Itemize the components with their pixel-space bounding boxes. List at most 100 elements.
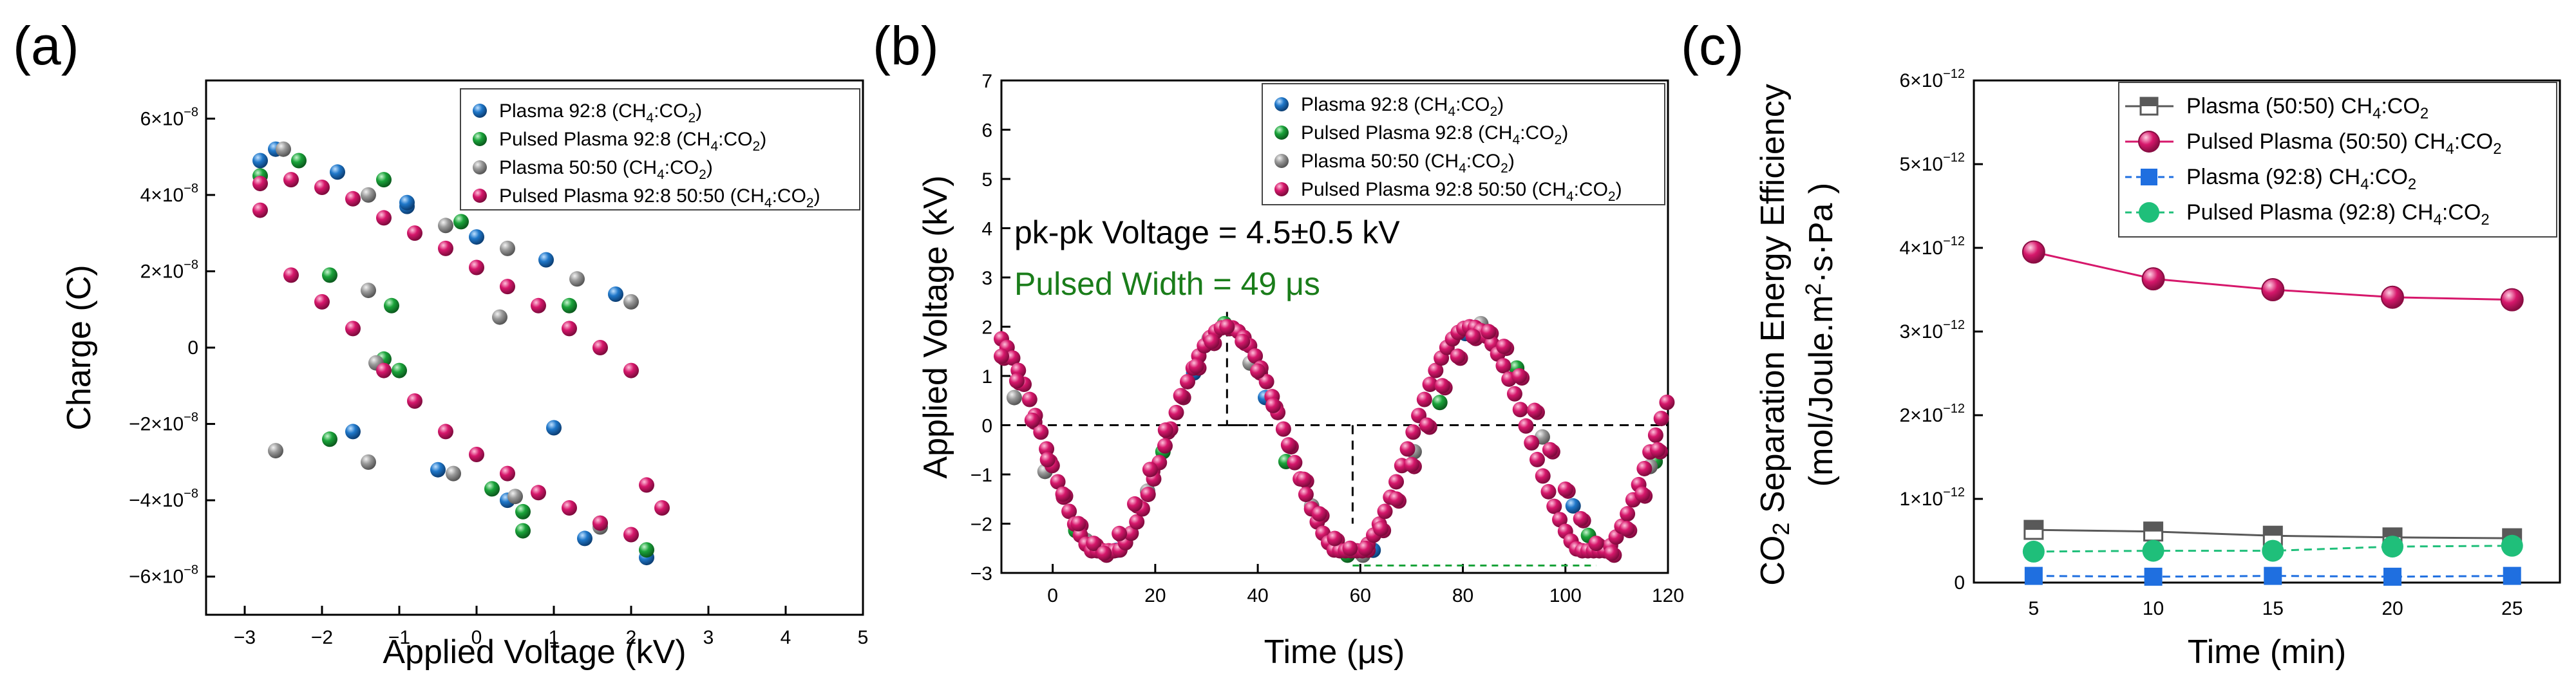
- scatter-point: [1173, 388, 1189, 404]
- y-tick-label: 4×10−12: [1899, 234, 1965, 259]
- scatter-point: [538, 252, 554, 268]
- scatter-point: [569, 271, 585, 287]
- scatter-point: [1219, 319, 1235, 335]
- scatter-point: [283, 172, 299, 188]
- y-tick-label: 4: [981, 219, 992, 240]
- panel-a-y-ticks: −6×10−8 −4×10−8 −2×10−8 0 2×10−8 4×10−8 6×10−8: [129, 105, 215, 588]
- line-marker: [2022, 540, 2045, 563]
- scatter-point: [1634, 486, 1651, 502]
- scatter-point: [446, 465, 461, 482]
- panel-c-y-axis-title-line1: CO2 Separation Energy Efficiency: [1754, 84, 1794, 585]
- scatter-point: [623, 294, 639, 310]
- line-marker: [2144, 567, 2163, 586]
- x-tick-label: 1: [549, 627, 560, 648]
- scatter-point: [1129, 514, 1145, 530]
- panel-a-x-ticks: −3 −2 −1 0 1 2 3 4 5: [234, 606, 868, 648]
- line-marker-fill: [2144, 522, 2163, 532]
- scatter-point: [994, 348, 1009, 364]
- scatter-point: [546, 420, 562, 436]
- scatter-point: [283, 267, 299, 283]
- scatter-point: [507, 489, 523, 505]
- scatter-point: [1527, 402, 1542, 418]
- legend-label: Pulsed Plasma 92:8 (CH4:CO2): [1301, 122, 1568, 147]
- scatter-point: [1405, 424, 1421, 440]
- y-tick-label: 2: [981, 317, 992, 339]
- legend-label: Pulsed Plasma 92:8 (CH4:CO2): [499, 129, 766, 154]
- scatter-point: [438, 240, 453, 256]
- scatter-point: [577, 530, 592, 547]
- scatter-point: [1157, 438, 1173, 454]
- line-marker: [2264, 566, 2282, 585]
- panel-b-legend-box: [1262, 83, 1665, 205]
- y-tick-label: 6: [981, 120, 992, 142]
- scatter-point: [1573, 510, 1589, 527]
- scatter-point: [1006, 389, 1022, 406]
- x-tick-label: 100: [1549, 585, 1582, 606]
- line-marker: [2382, 536, 2403, 558]
- line-marker: [2139, 202, 2159, 223]
- line-marker: [2022, 240, 2045, 264]
- panel-c-label: (c): [1681, 15, 1744, 76]
- panel-b-guides: [1001, 312, 1668, 567]
- scatter-point: [1588, 536, 1604, 552]
- scatter-point: [500, 279, 515, 295]
- scatter-point: [1565, 498, 1581, 514]
- line-marker: [2261, 278, 2285, 301]
- y-tick-label: −6×10−8: [129, 563, 198, 588]
- legend-marker: [1274, 126, 1289, 140]
- x-tick-label: −1: [388, 627, 410, 648]
- scatter-point: [376, 172, 392, 188]
- legend-label: Pulsed Plasma 92:8 50:50 (CH4:CO2): [499, 185, 820, 211]
- scatter-point: [592, 515, 608, 531]
- scatter-point: [268, 443, 283, 459]
- scatter-point: [623, 527, 639, 543]
- scatter-point: [345, 321, 361, 337]
- panel-a-legend-box: [460, 88, 860, 211]
- scatter-point: [1422, 377, 1438, 393]
- scatter-point: [1024, 412, 1040, 428]
- x-tick-label: 5: [2029, 598, 2040, 619]
- scatter-point: [1388, 491, 1405, 507]
- panel-c-series: [2022, 240, 2524, 586]
- scatter-point: [1540, 483, 1557, 500]
- line-marker: [2381, 285, 2404, 309]
- panel-c-legend-box: [2118, 82, 2557, 238]
- legend-marker: [473, 189, 487, 203]
- scatter-point: [438, 424, 453, 440]
- scatter-point: [654, 500, 670, 516]
- line-marker: [2503, 566, 2521, 585]
- panel-c: (c) 0 1×10−12 2×10−12 3×10−12 4×10−12 5×10−12…: [1681, 15, 2561, 671]
- scatter-point: [1265, 397, 1281, 413]
- line-marker: [2501, 534, 2523, 557]
- scatter-point: [1604, 545, 1620, 561]
- scatter-point: [1388, 474, 1405, 490]
- scatter-point: [1061, 503, 1077, 519]
- x-tick-label: 0: [471, 627, 482, 648]
- scatter-point: [322, 431, 337, 447]
- scatter-point: [623, 362, 639, 379]
- scatter-point: [531, 485, 546, 501]
- scatter-point: [1659, 394, 1675, 410]
- legend-label: Pulsed Plasma 92:8 50:50 (CH4:CO2): [1301, 179, 1622, 204]
- scatter-point: [1432, 395, 1448, 411]
- scatter-point: [1619, 521, 1635, 537]
- scatter-point: [376, 362, 392, 379]
- y-tick-label: 4×10−8: [140, 182, 198, 206]
- y-tick-label: 5: [981, 169, 992, 191]
- y-tick-label: 1×10−12: [1899, 485, 1965, 510]
- scatter-point: [1647, 427, 1663, 443]
- legend-label: Pulsed Plasma (92:8) CH4:CO2: [2186, 200, 2490, 229]
- scatter-point: [384, 297, 399, 313]
- scatter-point: [1636, 460, 1653, 476]
- y-tick-label: −3: [971, 563, 992, 585]
- scatter-point: [430, 462, 446, 478]
- scatter-point: [361, 283, 376, 299]
- scatter-point: [1653, 411, 1669, 427]
- y-tick-label: 2×10−8: [140, 257, 198, 282]
- y-tick-label: 7: [981, 71, 992, 92]
- scatter-point: [469, 229, 484, 245]
- scatter-point: [1258, 373, 1274, 389]
- legend-label: Plasma 92:8 (CH4:CO2): [499, 100, 702, 126]
- y-tick-label: −2: [971, 514, 992, 536]
- panel-c-x-ticks: 5 10 15 20 25: [2029, 574, 2523, 619]
